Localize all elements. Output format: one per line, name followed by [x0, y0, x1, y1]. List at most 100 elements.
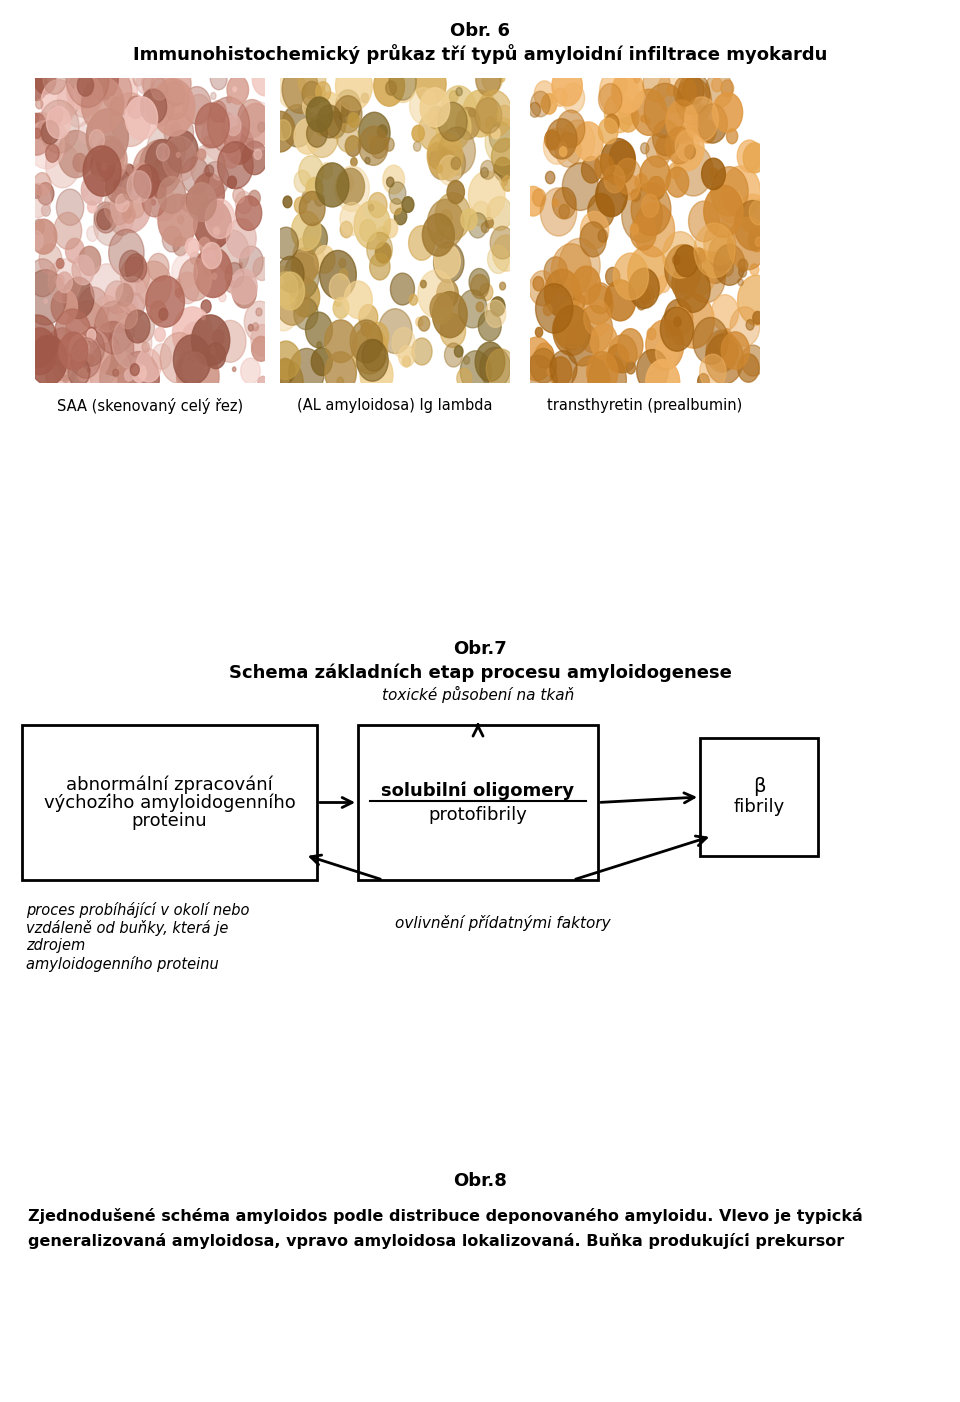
Circle shape [440, 314, 466, 348]
Circle shape [227, 95, 231, 102]
Circle shape [749, 229, 765, 252]
Circle shape [688, 200, 719, 241]
Circle shape [212, 163, 226, 179]
Circle shape [371, 136, 387, 158]
Circle shape [670, 126, 704, 171]
Circle shape [427, 199, 464, 248]
Circle shape [121, 276, 148, 313]
Circle shape [325, 112, 346, 139]
Circle shape [158, 177, 185, 213]
Circle shape [468, 108, 475, 116]
Circle shape [94, 301, 134, 355]
Circle shape [41, 121, 59, 144]
Circle shape [610, 142, 636, 175]
Circle shape [251, 324, 275, 356]
Circle shape [294, 297, 318, 329]
Circle shape [302, 81, 322, 107]
Circle shape [438, 102, 468, 142]
Circle shape [517, 356, 558, 408]
Circle shape [150, 195, 153, 199]
Circle shape [20, 114, 52, 156]
Circle shape [216, 230, 250, 275]
Circle shape [57, 189, 84, 226]
Circle shape [335, 62, 372, 111]
Circle shape [743, 143, 766, 172]
Circle shape [588, 193, 614, 229]
Circle shape [31, 219, 57, 254]
Circle shape [277, 72, 306, 109]
Circle shape [599, 66, 638, 118]
Circle shape [556, 300, 588, 343]
Circle shape [65, 94, 90, 128]
Circle shape [99, 200, 103, 205]
Circle shape [105, 72, 137, 115]
Circle shape [86, 355, 94, 365]
Circle shape [337, 123, 359, 153]
Circle shape [93, 296, 120, 332]
Circle shape [182, 352, 207, 384]
Circle shape [142, 185, 166, 217]
Circle shape [384, 137, 395, 151]
Circle shape [456, 108, 480, 139]
Circle shape [470, 275, 489, 299]
Circle shape [213, 227, 220, 236]
Circle shape [684, 97, 718, 142]
Circle shape [704, 223, 735, 265]
Circle shape [547, 369, 552, 374]
Circle shape [409, 294, 418, 306]
Circle shape [646, 320, 684, 370]
Circle shape [390, 199, 402, 215]
Circle shape [230, 269, 257, 304]
Circle shape [390, 67, 417, 102]
Circle shape [487, 196, 513, 230]
Circle shape [103, 286, 138, 332]
Circle shape [41, 80, 76, 126]
Circle shape [299, 62, 325, 98]
Circle shape [335, 165, 370, 212]
Circle shape [361, 93, 369, 102]
Circle shape [574, 122, 603, 161]
Circle shape [324, 320, 357, 363]
Circle shape [202, 315, 205, 320]
Circle shape [291, 248, 319, 283]
Circle shape [337, 168, 365, 205]
Circle shape [738, 195, 768, 233]
Circle shape [249, 191, 260, 206]
Circle shape [199, 237, 210, 252]
Bar [700, 737, 818, 857]
Circle shape [113, 202, 119, 209]
Circle shape [188, 350, 197, 362]
Circle shape [386, 81, 396, 95]
Circle shape [258, 122, 265, 132]
Circle shape [34, 172, 51, 196]
Circle shape [486, 217, 493, 229]
Circle shape [58, 130, 94, 178]
Circle shape [481, 223, 489, 233]
Circle shape [112, 317, 152, 369]
Circle shape [163, 66, 191, 102]
Circle shape [252, 62, 277, 95]
Circle shape [666, 101, 698, 143]
Circle shape [41, 205, 51, 216]
Circle shape [533, 276, 543, 290]
Circle shape [492, 139, 519, 175]
Circle shape [534, 81, 555, 108]
Text: ovlivnění přídatnými faktory: ovlivnění přídatnými faktory [396, 916, 611, 931]
Circle shape [233, 87, 236, 91]
Circle shape [39, 244, 61, 275]
Circle shape [110, 339, 115, 345]
Circle shape [55, 308, 90, 356]
Circle shape [45, 332, 66, 360]
Circle shape [412, 125, 424, 142]
Circle shape [187, 182, 216, 222]
Circle shape [252, 336, 271, 362]
Circle shape [89, 332, 120, 373]
Circle shape [464, 356, 469, 365]
Circle shape [49, 350, 53, 355]
Circle shape [329, 273, 350, 301]
Circle shape [86, 226, 98, 241]
Circle shape [227, 76, 249, 104]
Circle shape [471, 202, 491, 226]
Circle shape [672, 266, 696, 300]
Circle shape [698, 104, 728, 143]
